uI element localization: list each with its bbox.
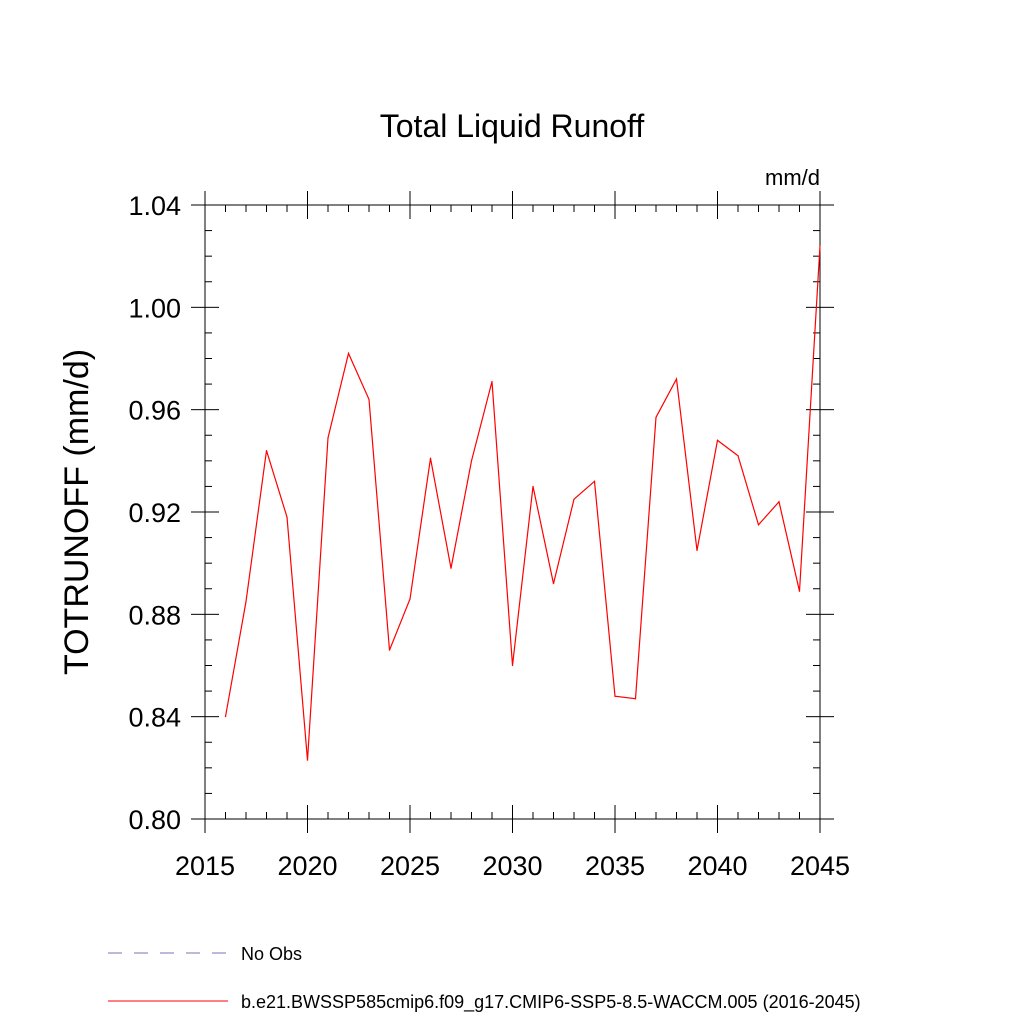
y-tick-label: 1.04: [128, 191, 181, 221]
data-point: [470, 460, 473, 462]
x-tick-label: 2045: [790, 851, 850, 881]
data-point: [368, 398, 370, 401]
data-point: [532, 485, 534, 488]
y-axis: 0.80 0.84 0.88 0.92 0.96 1.00 1.04: [128, 191, 834, 835]
data-point: [634, 698, 637, 700]
y-tick-label: 0.96: [128, 396, 181, 426]
data-point: [614, 695, 616, 697]
y-tick-label: 0.88: [128, 600, 181, 630]
data-point: [265, 450, 268, 452]
data-point: [491, 380, 493, 383]
plot-frame: [204, 204, 821, 820]
series-group: [224, 245, 821, 761]
y-axis-title: TOTRUNOFF (mm/d): [58, 349, 96, 675]
legend-label: b.e21.BWSSP585cmip6.f09_g17.CMIP6-SSP5-8…: [241, 992, 861, 1013]
series-line: [224, 245, 821, 761]
data-point: [716, 439, 719, 441]
y-tick-label: 0.92: [128, 498, 181, 528]
data-point: [327, 437, 329, 439]
data-point: [757, 524, 760, 526]
data-point: [347, 352, 350, 354]
x-axis: 2015 2020 2025 2030 2035 2040 2045: [175, 191, 850, 881]
data-point: [655, 416, 657, 418]
chart-title: Total Liquid Runoff: [380, 108, 645, 144]
plot-area: [204, 204, 821, 820]
x-tick-label: 2035: [585, 851, 645, 881]
data-point: [429, 457, 432, 459]
data-point: [593, 480, 596, 482]
x-tick-label: 2030: [482, 851, 542, 881]
data-point: [388, 649, 391, 651]
data-point: [450, 567, 452, 569]
y-tick-label: 0.84: [128, 703, 181, 733]
x-tick-label: 2020: [277, 851, 337, 881]
data-point: [675, 378, 678, 380]
data-point: [573, 498, 575, 500]
data-point: [224, 716, 227, 718]
y-tick-label: 0.80: [128, 805, 181, 835]
x-tick-label: 2025: [380, 851, 440, 881]
data-point: [511, 664, 514, 667]
x-tick-label: 2040: [687, 851, 747, 881]
legend: No Obs b.e21.BWSSP585cmip6.f09_g17.CMIP6-…: [108, 944, 861, 1013]
data-point: [778, 501, 780, 503]
y-tick-label: 1.00: [128, 293, 181, 323]
data-point: [737, 455, 739, 457]
legend-label: No Obs: [241, 944, 302, 964]
units-label: mm/d: [765, 165, 820, 190]
data-point: [696, 549, 698, 551]
data-point: [798, 590, 801, 592]
data-point: [819, 245, 821, 247]
data-point: [552, 583, 555, 585]
data-point: [409, 598, 411, 600]
data-point: [306, 759, 309, 761]
data-point: [245, 600, 247, 603]
data-point: [286, 516, 288, 518]
x-tick-label: 2015: [175, 851, 235, 881]
